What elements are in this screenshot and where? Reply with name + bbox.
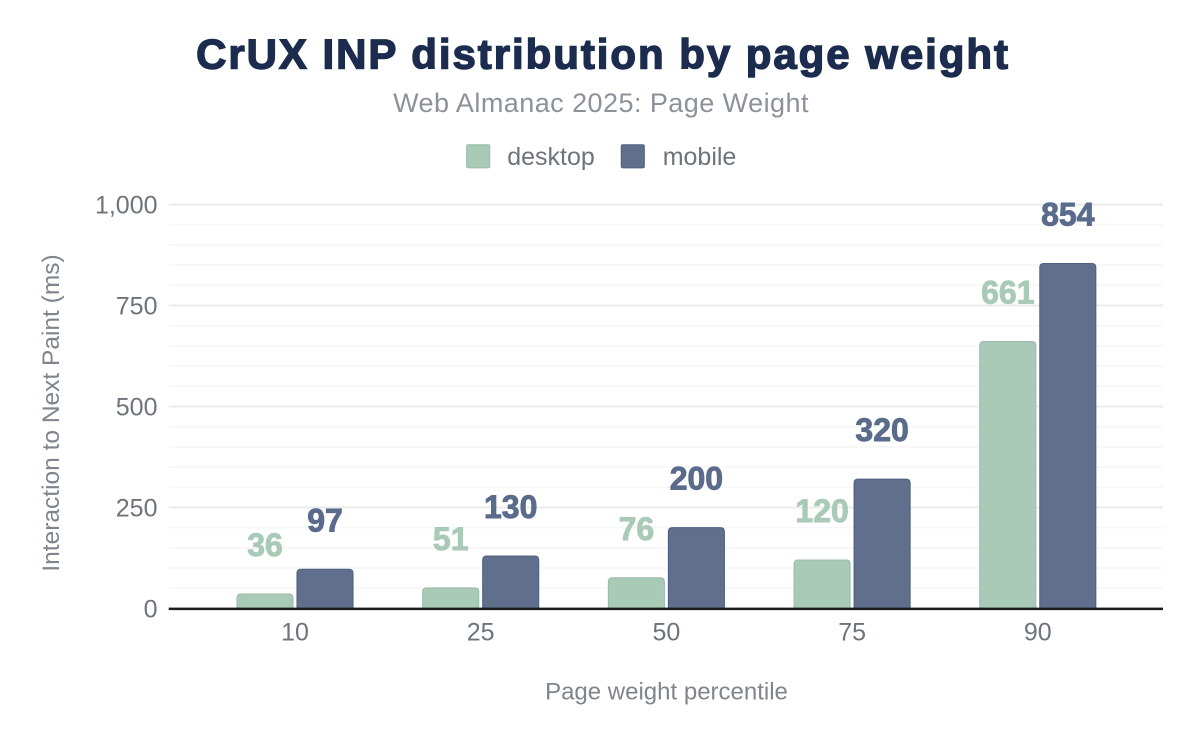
svg-text:50: 50 (652, 618, 680, 646)
svg-text:854: 854 (1041, 197, 1095, 233)
svg-text:10: 10 (281, 618, 309, 646)
svg-text:1,000: 1,000 (95, 192, 158, 220)
svg-text:0: 0 (144, 596, 158, 624)
svg-text:76: 76 (619, 511, 655, 547)
svg-text:200: 200 (670, 461, 723, 497)
svg-text:CrUX INP distribution by page: CrUX INP distribution by page weight (196, 31, 1010, 78)
svg-text:750: 750 (116, 293, 158, 321)
svg-text:500: 500 (116, 394, 158, 422)
svg-text:320: 320 (855, 412, 908, 448)
svg-text:120: 120 (795, 493, 848, 529)
svg-text:mobile: mobile (663, 143, 737, 171)
svg-text:36: 36 (247, 527, 283, 563)
svg-text:51: 51 (433, 521, 469, 557)
svg-text:Page weight percentile: Page weight percentile (545, 679, 788, 706)
svg-text:661: 661 (981, 275, 1034, 311)
svg-text:25: 25 (467, 618, 495, 646)
svg-text:desktop: desktop (507, 143, 595, 171)
svg-text:250: 250 (116, 495, 158, 523)
svg-text:90: 90 (1024, 618, 1052, 646)
svg-text:130: 130 (484, 489, 537, 525)
svg-text:97: 97 (307, 502, 343, 538)
svg-text:Web Almanac 2025: Page Weight: Web Almanac 2025: Page Weight (393, 88, 809, 118)
svg-text:75: 75 (838, 618, 866, 646)
svg-text:Interaction to Next Paint (ms): Interaction to Next Paint (ms) (38, 254, 65, 571)
